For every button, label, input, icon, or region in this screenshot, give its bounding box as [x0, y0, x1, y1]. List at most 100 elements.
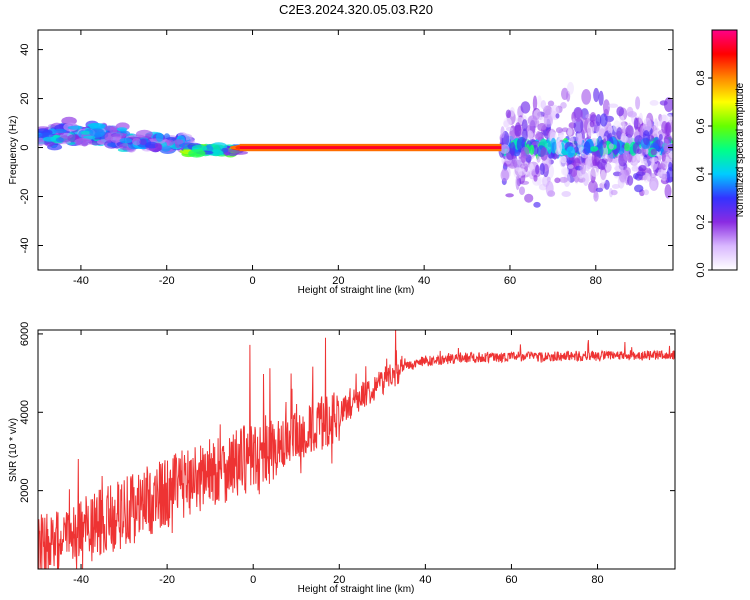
spectrogram-y-ticks: -40 -20 0 20 40 [19, 43, 673, 253]
spectrogram-cell [658, 163, 666, 169]
spectrogram-cell [567, 81, 574, 95]
colorbar-gradient [711, 29, 738, 271]
spectrogram-cell [593, 190, 599, 202]
spectrogram-cell [532, 95, 538, 111]
spectrogram-x-axis-label: Height of straight line (km) [298, 285, 415, 296]
spectrogram-cell [540, 147, 548, 161]
spectrogram-cell [155, 132, 164, 142]
spectrogram-cell [600, 169, 607, 185]
spectrogram-cell [107, 142, 118, 148]
snr-x-tick-label: 60 [505, 574, 517, 586]
spectrogram-cell [547, 100, 555, 107]
spectrogram-cell [604, 163, 612, 171]
spectrogram-cell [626, 106, 634, 117]
snr-y-ticks: 2000 4000 6000 [19, 322, 675, 503]
spectrogram-cell [634, 184, 644, 193]
spectrogram-frame [37, 29, 674, 271]
spectrogram-x-tick-label: 0 [249, 275, 255, 287]
spectrogram-cell [642, 172, 651, 183]
spectrogram-cell [500, 144, 510, 155]
spectrogram-cell [144, 141, 159, 149]
spectrogram-x-tick-label: 80 [590, 275, 602, 287]
spectrogram-cell [519, 163, 529, 170]
spectrogram-cell [67, 125, 83, 130]
colorbar-ticks: 0.0 0.2 0.4 0.6 0.8 [695, 70, 712, 278]
snr-x-tick-label: 40 [419, 574, 431, 586]
spectrogram-cell [642, 130, 650, 146]
spectrogram-cell [666, 166, 673, 183]
snr-y-tick-label: 6000 [19, 322, 31, 346]
spectrogram-cell [610, 189, 618, 196]
spectrogram-cell [608, 143, 614, 150]
spectrogram-y-tick-label: 0 [19, 144, 31, 150]
snr-x-ticks: -40 -20 0 20 40 60 80 [73, 330, 604, 586]
spectrogram-cell [620, 132, 627, 143]
spectrogram-x-tick-label: -20 [159, 275, 175, 287]
spectrogram-cell [598, 90, 604, 106]
spectrogram-cell [589, 120, 595, 128]
spectrogram-cell [640, 158, 647, 164]
spectrogram-cell [560, 102, 567, 109]
spectrogram-cell [588, 154, 593, 160]
snr-x-tick-label: 20 [333, 574, 345, 586]
spectrogram-cell [616, 106, 624, 117]
spectrogram-cell [116, 127, 128, 132]
spectrogram-cell [590, 165, 600, 177]
spectrogram-cell [577, 136, 583, 151]
spectrogram-cell [649, 157, 659, 163]
spectrogram-cell [119, 137, 133, 144]
spectrogram-cell [633, 173, 639, 180]
spectrogram-cell [80, 130, 91, 135]
spectrogram-cell [509, 142, 516, 156]
spectrogram-cell [619, 169, 627, 183]
colorbar: 0.0 0.2 0.4 0.6 0.8 Normalized spectral ampl… [695, 29, 746, 278]
colorbar-tick-label: 0.2 [695, 214, 707, 229]
spectrogram-cell [529, 144, 535, 155]
spectrogram-x-tick-label: 40 [418, 275, 430, 287]
colorbar-tick-label: 0.4 [695, 166, 707, 181]
spectrogram-cell [601, 143, 609, 160]
spectrogram-x-tick-label: 60 [504, 275, 516, 287]
spectrogram-cell [515, 175, 520, 191]
spectrogram-cell [593, 87, 600, 103]
spectrogram-cell [650, 180, 657, 191]
spectrogram-cell [632, 154, 638, 170]
snr-frame [37, 329, 676, 570]
spectrogram-cell [663, 138, 669, 152]
spectrogram-cell [503, 120, 510, 128]
spectrogram-marks [38, 81, 673, 208]
spectrogram-cell [221, 147, 229, 153]
spectrogram-cell [561, 191, 571, 197]
spectrogram-cell [550, 137, 557, 154]
spectrogram-cell [43, 136, 56, 142]
spectrogram-cell [602, 99, 610, 115]
spectrogram-x-ticks: -40 -20 0 20 40 60 80 [73, 30, 602, 287]
spectrogram-cell [663, 97, 673, 113]
spectrogram-cell [602, 138, 607, 149]
snr-x-axis-label: Height of straight line (km) [298, 584, 415, 595]
spectrogram-cell [505, 109, 512, 119]
colorbar-tick-label: 0.8 [695, 70, 707, 85]
colorbar-tick-label: 0.0 [695, 262, 707, 277]
spectrogram-cell [638, 164, 647, 172]
spectrogram-cell [554, 177, 561, 184]
spectrogram-cell [638, 112, 644, 125]
spectrogram-y-tick-label: -40 [19, 238, 31, 254]
spectrogram-cell [633, 117, 639, 130]
spectrogram-cell [562, 168, 569, 176]
spectrogram-cell [595, 114, 602, 126]
spectrogram-cell [543, 112, 554, 128]
spectrogram-cell [535, 164, 540, 175]
spectrogram-cell [559, 176, 569, 183]
spectrogram-cell [661, 151, 666, 162]
spectrogram-cell [611, 184, 620, 189]
snr-y-tick-label: 2000 [19, 478, 31, 502]
colorbar-label: Normalized spectral amplitude [735, 82, 746, 217]
spectrogram-cell [88, 123, 107, 130]
spectrogram-cell [521, 119, 528, 132]
spectrogram-cell [545, 181, 554, 197]
spectrogram-cell [55, 137, 64, 143]
spectrogram-cell [173, 139, 184, 145]
spectrogram-cell [517, 168, 526, 176]
